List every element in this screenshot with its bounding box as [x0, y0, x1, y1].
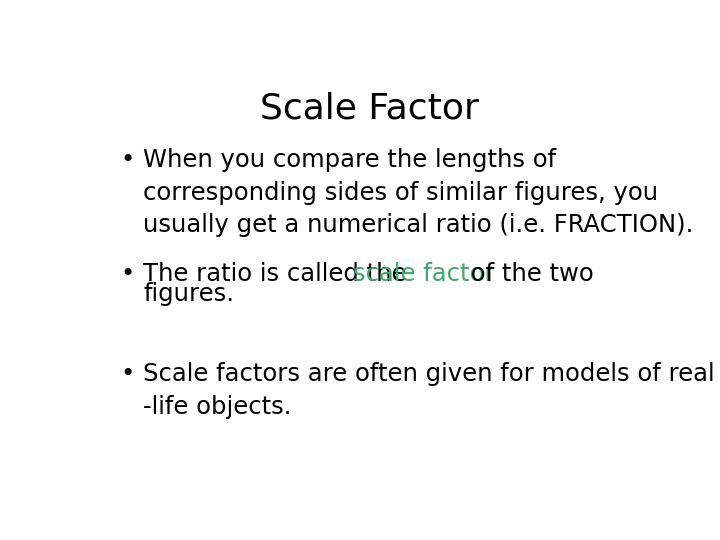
Text: Scale Factor: Scale Factor: [260, 92, 478, 126]
Text: of the two: of the two: [463, 262, 594, 286]
Text: •: •: [121, 148, 135, 172]
Text: The ratio is called the: The ratio is called the: [143, 262, 414, 286]
Text: •: •: [121, 362, 135, 386]
Text: •: •: [121, 262, 135, 286]
Text: When you compare the lengths of
corresponding sides of similar figures, you
usua: When you compare the lengths of correspo…: [143, 148, 693, 237]
Text: figures.: figures.: [143, 282, 234, 306]
Text: scale factor: scale factor: [354, 262, 495, 286]
Text: Scale factors are often given for models of real
-life objects.: Scale factors are often given for models…: [143, 362, 715, 418]
